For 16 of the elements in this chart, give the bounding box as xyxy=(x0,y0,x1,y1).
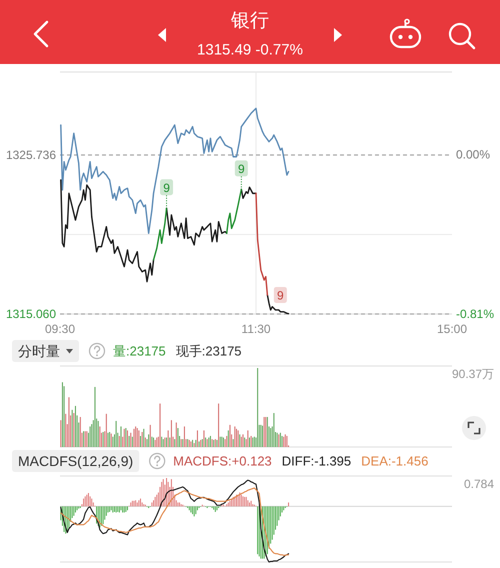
annotation: 现手:23175 xyxy=(176,344,242,358)
annotation: 9 xyxy=(163,180,170,195)
annotation: 90.37万 xyxy=(452,367,494,381)
y-tick-label: 1325.736 xyxy=(6,148,56,162)
y2-tick-label: -0.81% xyxy=(456,307,494,321)
x-tick-label: 11:30 xyxy=(241,322,271,336)
subtitle: 1315.49 -0.77% xyxy=(197,42,303,58)
x-tick-label: 09:30 xyxy=(44,322,76,336)
annotation: 9 xyxy=(277,288,284,302)
annotation: 量:23175 xyxy=(113,344,166,358)
y-tick-label: 1315.060 xyxy=(6,307,56,321)
y2-tick-label: 0.00% xyxy=(456,148,490,162)
x-tick-label: 15:00 xyxy=(436,322,468,336)
annotation: 9 xyxy=(238,162,245,176)
annotation: 分时量 xyxy=(18,343,60,359)
title: 银行 xyxy=(231,10,269,32)
